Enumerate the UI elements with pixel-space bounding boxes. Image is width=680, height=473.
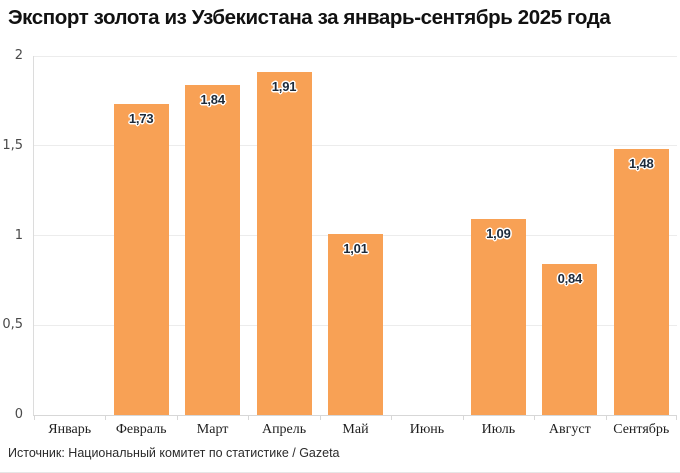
x-axis-label: Июнь <box>409 422 445 437</box>
x-axis-label: Январь <box>48 422 92 437</box>
x-axis-tick <box>605 415 607 420</box>
bar-апрель <box>256 72 312 415</box>
x-axis-tick <box>319 415 321 420</box>
bar-value-label: 1,91 <box>271 79 297 95</box>
bar-май <box>328 233 383 415</box>
chart-title: Экспорт золота из Узбекистана за январь-… <box>8 6 611 29</box>
x-axis-label: Февраль <box>115 422 167 437</box>
bar-сентябрь <box>613 149 669 415</box>
bar-value-label: 1,09 <box>486 226 511 242</box>
x-axis-tick <box>248 415 250 420</box>
bar-август <box>542 264 598 415</box>
bar-февраль <box>113 104 169 415</box>
bar-value-label: 1,73 <box>128 111 154 127</box>
x-axis-tick <box>676 415 677 420</box>
x-axis-tick <box>176 415 178 420</box>
plot-area: 0 0,5 1 1,5 2 Январь 1,73 Февраль 1,84 Март 1,91 Ап… <box>2 49 677 437</box>
y-gridline <box>34 55 677 57</box>
bar-март <box>185 84 241 415</box>
x-axis-tick <box>462 415 464 420</box>
bar-value-label: 0,84 <box>557 271 583 287</box>
bar-value-label: 1,84 <box>200 91 225 107</box>
y-axis-label: 2 <box>14 48 23 63</box>
x-axis-label: Май <box>342 422 369 437</box>
x-axis-label: Апрель <box>261 422 307 437</box>
y-gridline <box>34 145 677 147</box>
y-axis-label: 1,5 <box>2 137 23 153</box>
x-axis-label: Август <box>548 422 591 437</box>
source-note: Источник: Национальный комитет по статис… <box>8 446 340 460</box>
x-axis-tick <box>534 415 536 420</box>
y-axis-label: 0 <box>14 407 23 422</box>
x-axis-tick <box>105 415 107 420</box>
x-axis-label: Сентябрь <box>613 422 670 437</box>
x-axis-label: Июль <box>481 422 516 437</box>
x-axis-tick <box>391 415 393 420</box>
bar-июль <box>470 219 526 415</box>
y-axis-label: 0,5 <box>2 317 23 333</box>
y-axis-label: 1 <box>14 227 23 243</box>
x-axis-label: Март <box>196 422 229 437</box>
bar-value-label: 1,01 <box>343 240 368 256</box>
x-axis-tick <box>34 415 35 420</box>
bar-value-label: 1,48 <box>629 156 654 172</box>
